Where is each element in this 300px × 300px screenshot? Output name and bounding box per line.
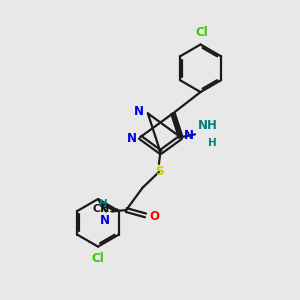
Text: H: H [208,138,216,148]
Text: NH: NH [198,119,218,132]
Text: N: N [134,105,144,119]
Text: H: H [99,199,107,209]
Text: Cl: Cl [196,26,208,39]
Text: Cl: Cl [92,252,104,265]
Text: CH₃: CH₃ [93,204,115,214]
Text: N: N [127,132,136,145]
Text: S: S [155,166,163,178]
Text: O: O [149,210,159,224]
Text: N: N [184,129,194,142]
Text: N: N [100,214,110,227]
